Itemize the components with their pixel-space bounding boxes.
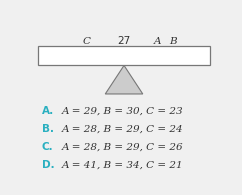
Text: B.: B. <box>42 124 53 134</box>
Text: A: A <box>154 37 161 46</box>
Text: A = 28, B = 29, C = 26: A = 28, B = 29, C = 26 <box>62 143 184 152</box>
Text: 27: 27 <box>117 36 131 46</box>
Text: A = 28, B = 29, C = 24: A = 28, B = 29, C = 24 <box>62 125 184 134</box>
Text: D.: D. <box>42 160 54 170</box>
Text: A = 41, B = 34, C = 21: A = 41, B = 34, C = 21 <box>62 161 184 170</box>
Text: C.: C. <box>42 142 53 152</box>
Text: A.: A. <box>42 106 54 116</box>
Bar <box>38 46 210 66</box>
Text: B: B <box>169 37 177 46</box>
Polygon shape <box>105 66 143 94</box>
Text: A = 29, B = 30, C = 23: A = 29, B = 30, C = 23 <box>62 107 184 116</box>
Text: C: C <box>83 37 91 46</box>
